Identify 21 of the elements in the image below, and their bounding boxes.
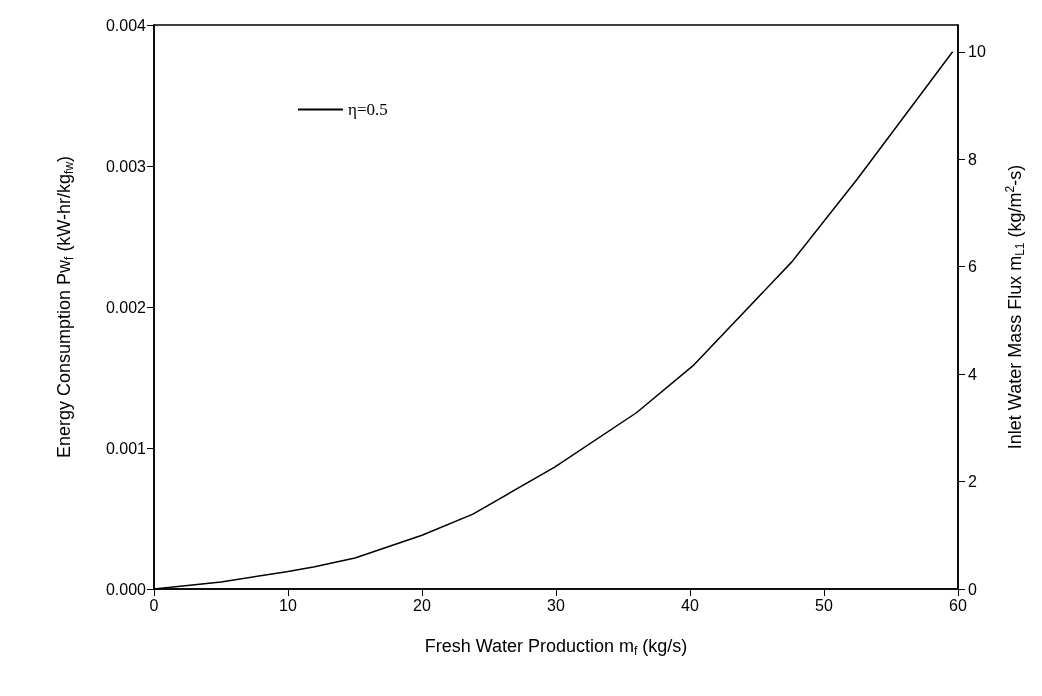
y2-tick-label: 2 — [968, 473, 977, 491]
x-tick-label: 40 — [681, 596, 699, 614]
x-tick-label: 60 — [949, 596, 967, 614]
y-tick-label: 0.004 — [105, 16, 147, 34]
x-tick-label: 50 — [815, 596, 833, 614]
x-tick-label: 30 — [547, 596, 565, 614]
y2-tick-label: 4 — [968, 365, 977, 383]
y-tick-label: 0.001 — [105, 439, 147, 457]
y-axis-title: Energy Consumption Pwf (kW-hr/kgfw) — [54, 155, 76, 459]
y2-axis-title: Inlet Water Mass Flux mL1 (kg/m2-s) — [1003, 164, 1027, 450]
x-tick-label: 0 — [149, 596, 159, 614]
y-tick-label: 0.000 — [105, 580, 147, 598]
x-tick-label: 20 — [413, 596, 431, 614]
y2-tick-label: 0 — [968, 580, 977, 598]
y-tick-label: 0.003 — [105, 157, 147, 175]
y2-tick-label: 6 — [968, 258, 977, 276]
y2-tick-label: 10 — [968, 43, 986, 61]
x-tick-label: 10 — [279, 596, 297, 614]
legend-label: η=0.5 — [348, 100, 388, 119]
y2-tick-label: 8 — [968, 150, 977, 168]
y-tick-label: 0.002 — [105, 298, 147, 316]
